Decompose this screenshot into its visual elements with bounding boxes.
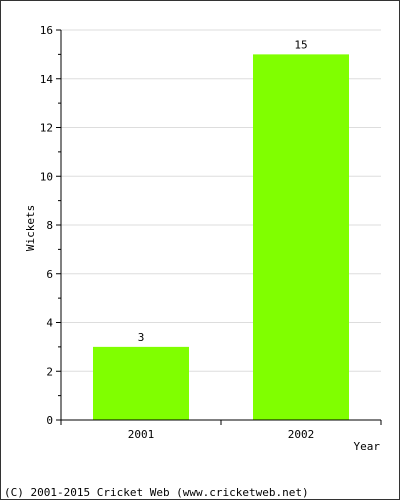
x-tick-label: 2001 bbox=[128, 428, 155, 441]
bar bbox=[93, 346, 189, 420]
y-tick-label: 8 bbox=[46, 219, 53, 232]
x-axis-title: Year bbox=[354, 440, 381, 453]
y-tick-label: 16 bbox=[40, 24, 53, 37]
y-ticks: 0 2 4 6 8 10 12 14 16 bbox=[40, 24, 61, 427]
data-labels: 3 15 bbox=[138, 38, 308, 344]
y-tick-label: 0 bbox=[46, 414, 53, 427]
data-label: 3 bbox=[138, 331, 145, 344]
y-axis-title: Wickets bbox=[24, 205, 37, 251]
bars bbox=[93, 54, 349, 420]
data-label: 15 bbox=[294, 38, 307, 51]
y-tick-label: 12 bbox=[40, 122, 53, 135]
y-tick-label: 6 bbox=[46, 268, 53, 281]
y-tick-label: 10 bbox=[40, 170, 53, 183]
bar bbox=[253, 54, 349, 420]
y-tick-label: 14 bbox=[40, 73, 54, 86]
x-ticks: 2001 2002 bbox=[60, 420, 382, 441]
y-tick-label: 2 bbox=[46, 365, 53, 378]
copyright-footer: (C) 2001-2015 Cricket Web (www.cricketwe… bbox=[4, 486, 309, 499]
y-tick-label: 4 bbox=[46, 317, 53, 330]
x-tick-label: 2002 bbox=[288, 428, 315, 441]
